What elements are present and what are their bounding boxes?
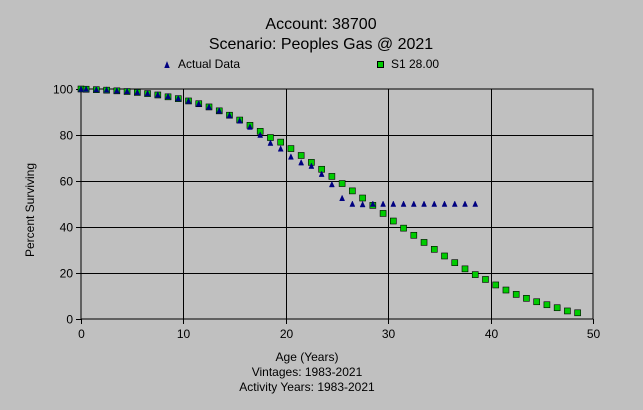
actual-point [410, 200, 417, 207]
actual-point [216, 107, 223, 114]
actual-point [195, 100, 202, 107]
actual-point [113, 87, 120, 94]
actual-point [462, 200, 468, 207]
series-actual-points [78, 85, 479, 208]
legend-actual-label: Actual Data [178, 57, 240, 71]
actual-point [144, 89, 151, 97]
x-tick-label: 50 [587, 327, 601, 341]
actual-point [257, 131, 264, 138]
x-tick-label: 0 [78, 327, 85, 341]
footer-vintages: Vintages: 1983-2021 [252, 365, 363, 379]
y-axis-ticks: 0 20 40 60 80 100 [53, 83, 81, 327]
actual-point [472, 200, 479, 207]
actual-point [236, 117, 243, 124]
s1-point [523, 294, 530, 302]
s1-point [328, 173, 336, 180]
x-tick-label: 10 [177, 327, 191, 341]
s1-point [543, 301, 551, 309]
y-tick-label: 100 [53, 83, 73, 97]
s1-point [349, 187, 356, 195]
grid-lines [81, 89, 593, 319]
plot-border [80, 88, 594, 320]
y-tick-label: 80 [60, 129, 74, 143]
y-tick-label: 0 [66, 313, 73, 327]
s1-point [553, 304, 561, 312]
legend-actual-marker [164, 61, 170, 68]
actual-point [226, 111, 233, 119]
s1-point [390, 217, 397, 225]
s1-point [287, 145, 295, 152]
s1-point [430, 246, 438, 253]
s1-point [379, 210, 387, 217]
actual-point [78, 85, 84, 92]
s1-point [277, 138, 284, 146]
legend-s1-marker [377, 61, 384, 68]
s1-point [471, 271, 479, 278]
actual-point [124, 87, 130, 95]
s1-point [400, 224, 407, 232]
x-axis-ticks: 0 10 20 30 40 50 [78, 319, 600, 341]
actual-point [400, 200, 407, 207]
plot-area [80, 88, 594, 320]
actual-point [339, 194, 346, 201]
y-axis-label: Percent Surviving [23, 163, 37, 257]
actual-point [165, 92, 171, 100]
actual-point [103, 86, 110, 93]
actual-point [421, 200, 427, 207]
s1-point [420, 239, 428, 246]
y-tick-label: 40 [60, 221, 74, 235]
legend: Actual Data S1 28.00 [164, 57, 439, 71]
y-tick-label: 20 [60, 267, 74, 281]
actual-point [349, 200, 356, 207]
s1-point [533, 298, 540, 306]
s1-point [502, 286, 510, 294]
s1-point [482, 276, 489, 283]
actual-point [318, 170, 325, 177]
actual-point [369, 200, 376, 207]
actual-point [288, 153, 294, 160]
s1-point [451, 259, 459, 266]
s1-point [492, 281, 500, 289]
actual-point [83, 85, 90, 92]
footer-activity-years: Activity Years: 1983-2021 [239, 380, 375, 394]
s1-point [574, 309, 581, 317]
legend-s1-label: S1 28.00 [391, 57, 439, 71]
actual-point [175, 94, 182, 102]
chart-title: Account: 38700 [265, 16, 376, 33]
s1-point [441, 252, 448, 260]
actual-point [93, 85, 100, 93]
s1-point [338, 180, 346, 187]
x-tick-label: 20 [280, 327, 294, 341]
actual-point [431, 200, 438, 207]
actual-point [308, 162, 315, 169]
actual-point [451, 200, 458, 207]
actual-point [277, 145, 284, 152]
s1-point [461, 265, 469, 273]
actual-point [185, 97, 192, 104]
actual-point [380, 200, 386, 207]
actual-point [298, 158, 305, 166]
s1-point [410, 231, 418, 239]
actual-point [134, 88, 141, 95]
chart-subtitle: Scenario: Peoples Gas @ 2021 [209, 36, 433, 53]
s1-point [359, 194, 366, 202]
actual-point [441, 200, 448, 207]
actual-point [359, 200, 366, 208]
s1-point [297, 152, 305, 159]
series-s1-points [77, 85, 581, 317]
actual-point [247, 123, 253, 130]
actual-point [390, 200, 397, 207]
actual-point [206, 103, 212, 110]
actual-point [267, 139, 274, 146]
x-axis-label: Age (Years) [276, 350, 339, 364]
actual-point [328, 180, 335, 188]
x-tick-label: 40 [485, 327, 499, 341]
x-tick-label: 30 [382, 327, 396, 341]
s1-point [564, 307, 571, 315]
actual-point [154, 91, 161, 98]
y-tick-label: 60 [60, 175, 74, 189]
s1-point [512, 291, 520, 298]
